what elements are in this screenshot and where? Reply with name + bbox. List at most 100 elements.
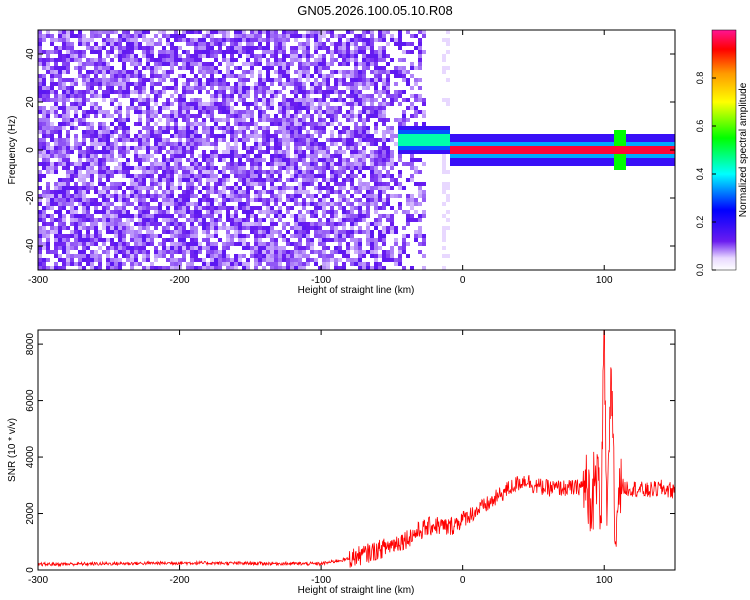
heatmap-cell (342, 226, 346, 230)
heatmap-cell (182, 234, 186, 238)
heatmap-cell (314, 138, 318, 142)
heatmap-cell (478, 154, 482, 158)
heatmap-cell (498, 158, 502, 162)
heatmap-cell (354, 198, 358, 202)
heatmap-cell (50, 74, 54, 78)
heatmap-cell (150, 214, 154, 218)
heatmap-cell (194, 218, 198, 222)
heatmap-cell (322, 58, 326, 62)
heatmap-cell (58, 254, 62, 258)
heatmap-cell (394, 38, 398, 42)
heatmap-cell (130, 74, 134, 78)
heatmap-cell (146, 186, 150, 190)
heatmap-cell (258, 262, 262, 266)
heatmap-cell (190, 158, 194, 162)
heatmap-cell (230, 58, 234, 62)
heatmap-cell (250, 226, 254, 230)
heatmap-cell (158, 242, 162, 246)
heatmap-cell (42, 126, 46, 130)
heatmap-cell (298, 170, 302, 174)
heatmap-cell (134, 34, 138, 38)
heatmap-cell (234, 82, 238, 86)
heatmap-cell (354, 174, 358, 178)
heatmap-cell (342, 54, 346, 58)
heatmap-cell (46, 66, 50, 70)
heatmap-cell (178, 154, 182, 158)
heatmap-cell (322, 126, 326, 130)
heatmap-cell (506, 154, 510, 158)
heatmap-cell (362, 266, 366, 270)
heatmap-cell (82, 134, 86, 138)
heatmap-cell (214, 166, 218, 170)
heatmap-cell (46, 90, 50, 94)
heatmap-cell (142, 102, 146, 106)
heatmap-cell (78, 58, 82, 62)
heatmap-cell (162, 126, 166, 130)
heatmap-cell (114, 198, 118, 202)
heatmap-cell (146, 62, 150, 66)
heatmap-cell (222, 110, 226, 114)
heatmap-cell (146, 238, 150, 242)
heatmap-cell (310, 98, 314, 102)
heatmap-cell (306, 54, 310, 58)
heatmap-cell (58, 182, 62, 186)
heatmap-cell (370, 134, 374, 138)
heatmap-cell (178, 202, 182, 206)
heatmap-cell (86, 70, 90, 74)
heatmap-cell (534, 154, 538, 158)
heatmap-cell (286, 114, 290, 118)
heatmap-cell (118, 166, 122, 170)
heatmap-cell (150, 134, 154, 138)
heatmap-cell (262, 86, 266, 90)
heatmap-cell (222, 222, 226, 226)
heatmap-cell (82, 174, 86, 178)
heatmap-cell (162, 266, 166, 270)
heatmap-cell (126, 214, 130, 218)
heatmap-cell (574, 138, 578, 142)
heatmap-cell (594, 142, 598, 146)
heatmap-cell (118, 206, 122, 210)
heatmap-cell (266, 210, 270, 214)
heatmap-cell (334, 82, 338, 86)
heatmap-cell (270, 210, 274, 214)
heatmap-cell (46, 122, 50, 126)
heatmap-cell (114, 126, 118, 130)
heatmap-cell (222, 130, 226, 134)
heatmap-cell (366, 86, 370, 90)
heatmap-cell (330, 130, 334, 134)
heatmap-cell (254, 190, 258, 194)
heatmap-cell (510, 146, 514, 150)
heatmap-cell (150, 166, 154, 170)
heatmap-cell (314, 78, 318, 82)
heatmap-cell (214, 138, 218, 142)
heatmap-cell (390, 162, 394, 166)
heatmap-cell (354, 190, 358, 194)
heatmap-cell (202, 74, 206, 78)
heatmap-cell (314, 90, 318, 94)
heatmap-cell (266, 130, 270, 134)
heatmap-cell (54, 58, 58, 62)
heatmap-cell (298, 154, 302, 158)
heatmap-cell (402, 150, 406, 154)
heatmap-cell (630, 134, 634, 138)
heatmap-cell (78, 194, 82, 198)
heatmap-cell (330, 90, 334, 94)
heatmap-cell (238, 238, 242, 242)
heatmap-cell (262, 50, 266, 54)
heatmap-cell (86, 170, 90, 174)
heatmap-cell (482, 138, 486, 142)
heatmap-cell (382, 242, 386, 246)
heatmap-cell (570, 162, 574, 166)
heatmap-cell (282, 86, 286, 90)
heatmap-cell (162, 86, 166, 90)
heatmap-cell (58, 70, 62, 74)
heatmap-cell (366, 198, 370, 202)
heatmap-cell (374, 250, 378, 254)
heatmap-cell (146, 242, 150, 246)
heatmap-cell (342, 58, 346, 62)
heatmap-cell (42, 246, 46, 250)
heatmap-cell (594, 150, 598, 154)
heatmap-cell (278, 42, 282, 46)
heatmap-cell (322, 262, 326, 266)
heatmap-cell (286, 210, 290, 214)
